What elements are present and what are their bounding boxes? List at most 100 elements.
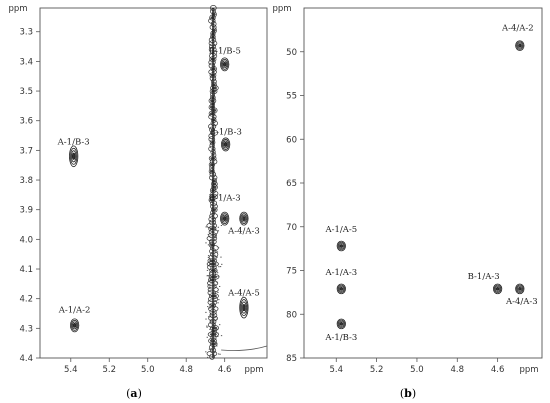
- peak-label: A-1/A-2: [58, 305, 91, 315]
- peak-contour: [240, 213, 248, 224]
- peak-contour: [70, 319, 79, 331]
- residual-speckle: [214, 300, 216, 302]
- residual-speckle: [214, 254, 216, 256]
- cross-peak: [515, 40, 525, 51]
- peak-contour: [70, 150, 77, 163]
- peak-label: A-1/B-3: [324, 333, 357, 343]
- peak-contour: [220, 211, 230, 226]
- residual-speckle: [209, 272, 211, 274]
- peak-label: A-1/A-5: [324, 225, 357, 235]
- residual-speckle: [207, 306, 209, 308]
- residual-speckle: [208, 348, 211, 350]
- residual-speckle: [212, 224, 214, 226]
- peak-label: A-1/B-3: [57, 137, 90, 147]
- peak-contour: [336, 318, 346, 330]
- y-tick-label: 3.7: [19, 146, 33, 156]
- y-tick-label: 3.4: [19, 57, 33, 67]
- peak-contour: [220, 57, 230, 72]
- peak-contour: [516, 41, 524, 50]
- residual-speckle: [209, 286, 211, 288]
- residual-speckle: [220, 335, 223, 337]
- x-tick-label: 4.6: [218, 365, 232, 375]
- peak-contour: [222, 139, 230, 150]
- peak-contour: [338, 320, 344, 327]
- residual-speckle: [211, 238, 214, 240]
- residual-speckle: [215, 270, 217, 272]
- cross-peak: [239, 296, 249, 319]
- peak-contour: [241, 301, 247, 314]
- peak-label: A-4/A-5: [227, 289, 260, 299]
- cross-peak: [493, 283, 503, 295]
- peak-contour: [72, 322, 77, 328]
- cross-peak: [220, 57, 230, 72]
- residual-contour: [210, 120, 218, 127]
- solvent-residual-band: [205, 5, 268, 360]
- y-tick-label: 3.3: [19, 28, 33, 38]
- residual-speckle: [213, 236, 215, 238]
- residual-speckle: [217, 353, 220, 355]
- peak-contour: [71, 321, 78, 330]
- residual-speckle: [214, 316, 216, 318]
- residual-contour: [208, 197, 216, 203]
- residual-speckle: [213, 238, 215, 240]
- y-tick-label: 4.0: [19, 235, 33, 245]
- peak-label: A-1/A-3: [324, 268, 357, 278]
- residual-speckle: [208, 293, 211, 295]
- cross-peak: [220, 211, 230, 226]
- x-tick-label: 4.8: [179, 365, 193, 375]
- y-tick-label: 75: [286, 267, 297, 277]
- peak-contour: [241, 214, 247, 223]
- y-tick-label: 55: [286, 92, 297, 102]
- residual-contour: [209, 344, 215, 351]
- residual-speckle: [216, 328, 218, 330]
- residual-contour: [208, 104, 216, 111]
- residual-speckle: [217, 230, 220, 232]
- cross-peak: [336, 240, 346, 252]
- panel-a: 5.4 5.2 5.0 4.8 4.6 ppm 3.3 3.4 3.5 3.6 3.7 3.8 3.9 4…: [8, 4, 268, 400]
- residual-speckle: [206, 336, 208, 338]
- residual-speckle: [220, 225, 223, 227]
- residual-speckle: [212, 287, 214, 289]
- residual-speckle: [215, 342, 218, 344]
- residual-speckle: [208, 326, 210, 328]
- residual-contour: [208, 161, 215, 168]
- x-tick-label: 5.4: [64, 365, 78, 375]
- y-tick-label: 85: [286, 354, 297, 364]
- y-tick-label: 65: [286, 179, 297, 189]
- residual-speckle: [214, 228, 216, 230]
- residual-speckle: [213, 283, 216, 285]
- residual-speckle: [216, 270, 218, 272]
- peak-label: A-4/A-3: [505, 297, 538, 307]
- peak-contour: [493, 284, 502, 294]
- cross-peak: [70, 318, 80, 333]
- peak-contour: [70, 147, 78, 165]
- peak-contour: [339, 244, 344, 248]
- residual-contour: [208, 110, 216, 117]
- x-tick-label: 5.2: [102, 365, 116, 375]
- residual-speckle: [217, 226, 220, 228]
- peak-contour: [336, 283, 346, 295]
- residual-contour: [208, 321, 216, 328]
- peak-contour: [518, 43, 522, 48]
- x-tick-label: 4.6: [491, 365, 505, 375]
- peak-contour: [493, 283, 503, 295]
- residual-speckle: [211, 340, 214, 342]
- plot-frame: [39, 7, 268, 359]
- residual-speckle: [210, 321, 212, 323]
- peak-contour: [515, 283, 525, 295]
- residual-tail: [221, 345, 268, 351]
- residual-speckle: [205, 242, 207, 244]
- residual-speckle: [217, 275, 220, 277]
- peak-contour: [69, 145, 79, 168]
- y-tick-label: 80: [286, 310, 297, 320]
- peak-contour: [517, 285, 523, 292]
- residual-speckle: [207, 255, 210, 257]
- y-axis-unit: ppm: [8, 4, 27, 14]
- residual-speckle: [217, 302, 219, 304]
- residual-speckle: [216, 272, 219, 274]
- residual-contour: [211, 206, 218, 213]
- residual-speckle: [209, 314, 212, 316]
- residual-contour: [207, 283, 217, 290]
- residual-speckle: [210, 239, 212, 241]
- x-axis-unit: ppm: [519, 365, 538, 375]
